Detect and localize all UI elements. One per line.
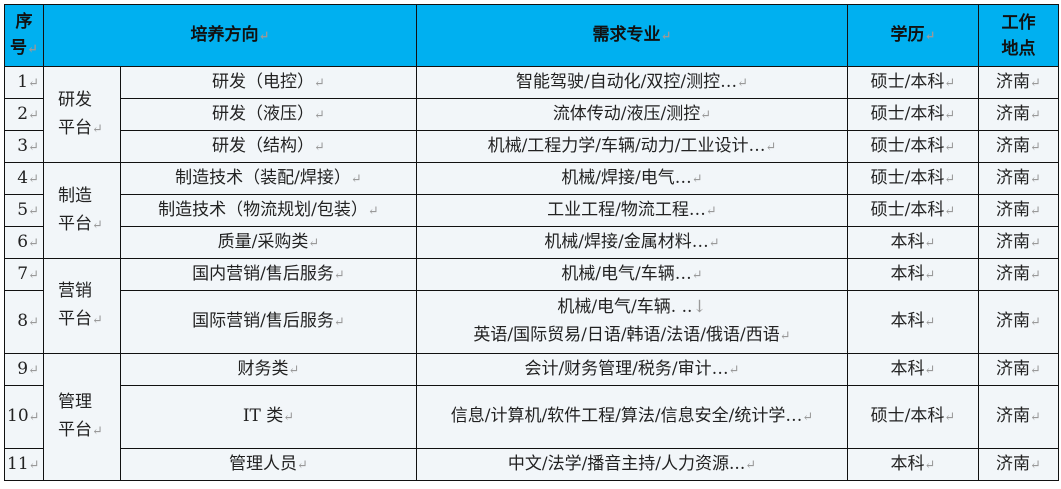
platform-cell: 制造 平台: [43, 162, 121, 259]
location-cell: 济南: [978, 194, 1059, 227]
major-cell: 智能驾驶/自动化/双控/测控…: [416, 66, 848, 99]
table-row: 11 管理人员 中文/法学/播音主持/人力资源... 本科 济南: [4, 448, 1059, 481]
major-cell: 中文/法学/播音主持/人力资源...: [416, 448, 848, 481]
row-no: 1: [4, 66, 44, 99]
degree-cell: 本科: [847, 226, 979, 259]
location-cell: 济南: [978, 130, 1059, 163]
degree-cell: 本科: [847, 258, 979, 291]
direction-cell: 研发（液压）: [120, 98, 417, 131]
platform-cell: 研发 平台: [43, 66, 121, 163]
row-no: 2: [4, 98, 44, 131]
table-row: 3 研发（结构） 机械/工程力学/车辆/动力/工业设计… 硕士/本科 济南: [4, 130, 1059, 163]
row-no: 8: [4, 290, 44, 354]
major-cell: 会计/财务管理/税务/审计…: [416, 353, 848, 386]
location-cell: 济南: [978, 290, 1059, 354]
direction-cell: 制造技术（物流规划/包装）: [120, 194, 417, 227]
degree-cell: 本科: [847, 353, 979, 386]
header-no: 序号: [4, 4, 44, 67]
table-row: 5 制造技术（物流规划/包装） 工业工程/物流工程… 硕士/本科 济南: [4, 194, 1059, 227]
table-row: 10 IT 类 信息/计算机/软件工程/算法/信息安全/统计学… 硕士/本科 济…: [4, 385, 1059, 449]
major-cell: 机械/焊接/金属材料…: [416, 226, 848, 259]
direction-cell: 国内营销/售后服务: [120, 258, 417, 291]
major-cell: 信息/计算机/软件工程/算法/信息安全/统计学…: [416, 385, 848, 449]
degree-cell: 硕士/本科: [847, 98, 979, 131]
direction-cell: 研发（结构）: [120, 130, 417, 163]
header-direction: 培养方向: [43, 4, 417, 67]
table-row: 6 质量/采购类 机械/焊接/金属材料… 本科 济南: [4, 226, 1059, 259]
major-cell: 流体传动/液压/测控: [416, 98, 848, 131]
location-cell: 济南: [978, 162, 1059, 195]
row-no: 11: [4, 448, 44, 481]
major-cell: 机械/工程力学/车辆/动力/工业设计…: [416, 130, 848, 163]
direction-cell: 国际营销/售后服务: [120, 290, 417, 354]
major-cell: 机械/焊接/电气…: [416, 162, 848, 195]
degree-cell: 硕士/本科: [847, 385, 979, 449]
location-cell: 济南: [978, 353, 1059, 386]
major-cell: 机械/电气/车辆…: [416, 258, 848, 291]
row-no: 4: [4, 162, 44, 195]
direction-cell: 研发（电控）: [120, 66, 417, 99]
degree-cell: 硕士/本科: [847, 162, 979, 195]
row-no: 7: [4, 258, 44, 291]
degree-cell: 本科: [847, 290, 979, 354]
direction-cell: 管理人员: [120, 448, 417, 481]
degree-cell: 本科: [847, 448, 979, 481]
location-cell: 济南: [978, 385, 1059, 449]
degree-cell: 硕士/本科: [847, 194, 979, 227]
degree-cell: 硕士/本科: [847, 130, 979, 163]
header-location: 工作 地点: [978, 4, 1059, 67]
location-cell: 济南: [978, 98, 1059, 131]
direction-cell: IT 类: [120, 385, 417, 449]
platform-cell: 营销 平台: [43, 258, 121, 354]
row-no: 5: [4, 194, 44, 227]
row-no: 6: [4, 226, 44, 259]
direction-cell: 质量/采购类: [120, 226, 417, 259]
header-major: 需求专业: [416, 4, 848, 67]
location-cell: 济南: [978, 258, 1059, 291]
table-row: 2 研发（液压） 流体传动/液压/测控 硕士/本科 济南: [4, 98, 1059, 131]
location-cell: 济南: [978, 226, 1059, 259]
location-cell: 济南: [978, 66, 1059, 99]
direction-cell: 制造技术（装配/焊接）: [120, 162, 417, 195]
location-cell: 济南: [978, 448, 1059, 481]
degree-cell: 硕士/本科: [847, 66, 979, 99]
direction-cell: 财务类: [120, 353, 417, 386]
row-no: 10: [4, 385, 44, 449]
row-no: 9: [4, 353, 44, 386]
platform-cell: 管理 平台: [43, 353, 121, 481]
header-degree: 学历: [847, 4, 979, 67]
table-row: 8 国际营销/售后服务 机械/电气/车辆. ..↓英语/国际贸易/日语/韩语/法…: [4, 290, 1059, 354]
major-cell: 机械/电气/车辆. ..↓ 英语/国际贸易/日语/韩语/法语/俄语/西语: [416, 290, 848, 354]
row-no: 3: [4, 130, 44, 163]
major-cell: 工业工程/物流工程…: [416, 194, 848, 227]
